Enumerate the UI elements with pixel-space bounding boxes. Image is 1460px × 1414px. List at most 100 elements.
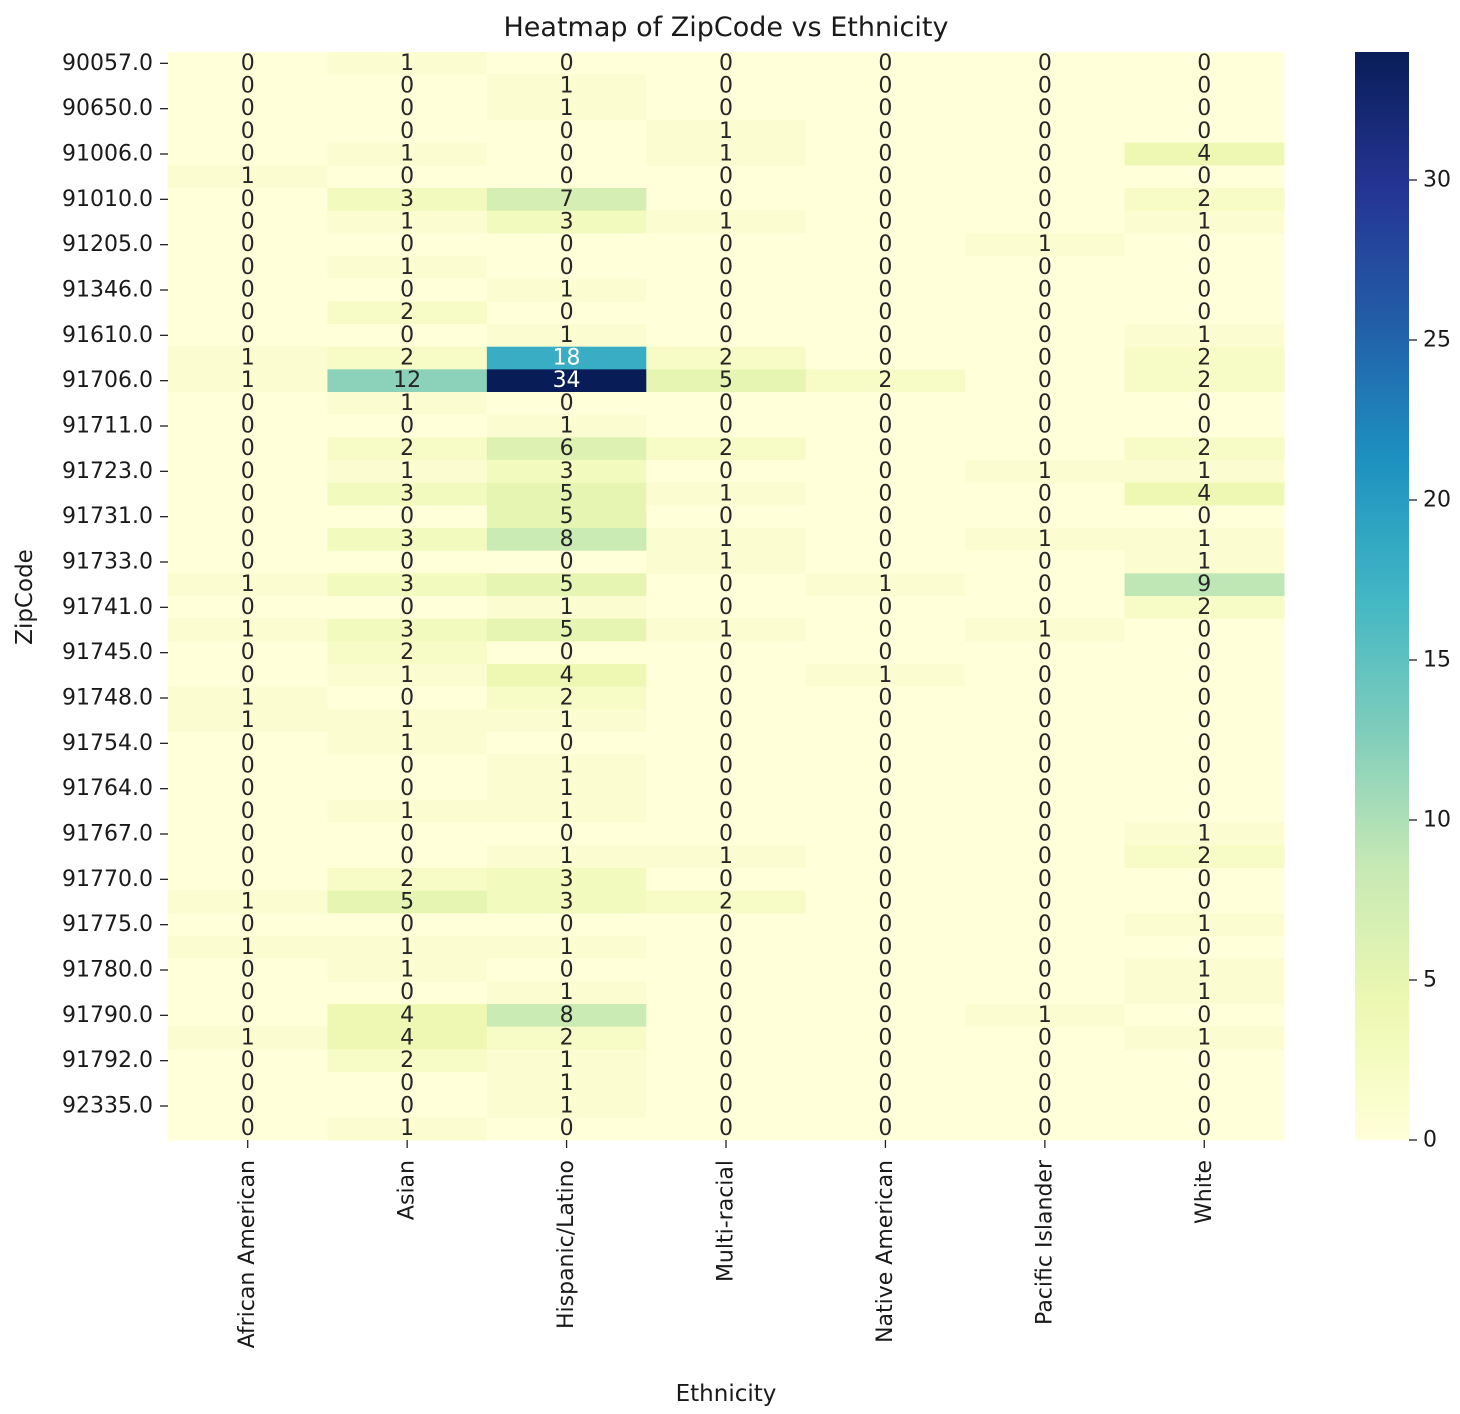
- colorbar-gradient: [1355, 52, 1409, 1140]
- cell-value-label: 1: [1038, 527, 1052, 552]
- cell-value-label: 0: [719, 187, 733, 212]
- colorbar-tick-label: 30: [1423, 168, 1451, 193]
- cell-value-label: 0: [1038, 844, 1052, 869]
- cell-value-label: 0: [1197, 504, 1211, 529]
- heatmap-cell: [168, 52, 328, 76]
- heatmap-cell: [646, 641, 807, 665]
- cell-value-label: 0: [878, 300, 892, 325]
- heatmap-cell: [646, 1117, 807, 1141]
- heatmap-cell: [168, 800, 328, 824]
- cell-value-label: 0: [878, 618, 892, 643]
- cell-value-label: 1: [400, 731, 414, 756]
- heatmap-cell: [327, 664, 488, 688]
- cell-value-label: 0: [1038, 867, 1052, 892]
- cell-value-label: 0: [241, 980, 255, 1005]
- cell-value-label: 0: [719, 686, 733, 711]
- heatmap-cell: [168, 1117, 328, 1141]
- cell-value-label: 0: [1197, 96, 1211, 121]
- heatmap-cell: [646, 346, 807, 370]
- cell-value-label: 0: [878, 142, 892, 167]
- heatmap-cell: [327, 233, 488, 257]
- heatmap-cell: [965, 1117, 1126, 1141]
- cell-value-label: 0: [241, 323, 255, 348]
- heatmap-cell: [1124, 777, 1285, 801]
- cell-value-label: 1: [400, 958, 414, 983]
- cell-value-label: 0: [1038, 74, 1052, 99]
- heatmap-cell: [1124, 301, 1285, 325]
- heatmap-cell: [646, 550, 807, 574]
- heatmap-cell: [486, 369, 647, 393]
- cell-value-label: 0: [1197, 799, 1211, 824]
- cell-value-label: 0: [241, 822, 255, 847]
- cell-value-label: 0: [719, 1048, 733, 1073]
- heatmap-cell: [168, 324, 328, 348]
- cell-value-label: 0: [400, 776, 414, 801]
- cell-value-label: 1: [241, 572, 255, 597]
- cell-value-label: 0: [1197, 935, 1211, 960]
- heatmap-cell: [168, 301, 328, 325]
- cell-value-label: 3: [400, 572, 414, 597]
- cell-value-label: 0: [400, 232, 414, 257]
- heatmap-cell: [965, 301, 1126, 325]
- cell-value-label: 1: [241, 618, 255, 643]
- heatmap-cell: [646, 868, 807, 892]
- cell-value-label: 0: [241, 96, 255, 121]
- heatmap-cell: [327, 732, 488, 756]
- cell-value-label: 0: [1038, 142, 1052, 167]
- heatmap-cell: [486, 346, 647, 370]
- cell-value-label: 0: [878, 1003, 892, 1028]
- cell-value-label: 0: [400, 119, 414, 144]
- y-tick-label: 91711.0: [62, 414, 153, 439]
- heatmap-cell: [646, 52, 807, 76]
- heatmap-cell: [327, 392, 488, 416]
- heatmap-cell: [1124, 233, 1285, 257]
- heatmap-cell: [486, 1094, 647, 1118]
- cell-value-label: 0: [878, 74, 892, 99]
- heatmap-cell: [168, 958, 328, 982]
- cell-value-label: 0: [878, 414, 892, 439]
- heatmap-cell: [1124, 958, 1285, 982]
- cell-value-label: 0: [1197, 731, 1211, 756]
- x-tick-label: Asian: [395, 1160, 420, 1220]
- cell-value-label: 0: [241, 232, 255, 257]
- cell-value-label: 0: [241, 844, 255, 869]
- cell-value-label: 0: [1197, 119, 1211, 144]
- cell-value-label: 0: [878, 935, 892, 960]
- cell-value-label: 0: [400, 414, 414, 439]
- heatmap-cell: [646, 505, 807, 529]
- cell-value-label: 34: [553, 368, 581, 393]
- cell-value-label: 1: [400, 255, 414, 280]
- cell-value-label: 5: [560, 482, 574, 507]
- cell-value-label: 0: [1197, 164, 1211, 189]
- heatmap-cell: [965, 958, 1126, 982]
- cell-value-label: 0: [1038, 1116, 1052, 1141]
- cell-value-label: 0: [1038, 640, 1052, 665]
- cell-value-label: 0: [878, 459, 892, 484]
- heatmap-cell: [327, 686, 488, 710]
- cell-value-label: 0: [719, 391, 733, 416]
- heatmap-cell: [1124, 822, 1285, 846]
- heatmap-cell: [805, 528, 966, 552]
- cell-value-label: 2: [560, 686, 574, 711]
- cell-value-label: 0: [241, 119, 255, 144]
- cell-value-label: 1: [1197, 980, 1211, 1005]
- cell-value-label: 2: [400, 300, 414, 325]
- heatmap-cell: [805, 709, 966, 733]
- cell-value-label: 4: [560, 663, 574, 688]
- heatmap-cell: [805, 936, 966, 960]
- cell-value-label: 0: [878, 210, 892, 235]
- cell-value-label: 0: [1038, 300, 1052, 325]
- heatmap-cell: [1124, 1026, 1285, 1050]
- heatmap-cell: [327, 777, 488, 801]
- heatmap-cell: [646, 732, 807, 756]
- heatmap-cell: [646, 324, 807, 348]
- heatmap-cell: [486, 414, 647, 438]
- cell-value-label: 0: [719, 459, 733, 484]
- heatmap-cell: [805, 686, 966, 710]
- cell-value-label: 5: [400, 890, 414, 915]
- heatmap-cell: [965, 188, 1126, 212]
- heatmap-cell: [646, 256, 807, 280]
- heatmap-cell: [327, 188, 488, 212]
- heatmap-cell: [486, 165, 647, 189]
- heatmap-cell: [965, 392, 1126, 416]
